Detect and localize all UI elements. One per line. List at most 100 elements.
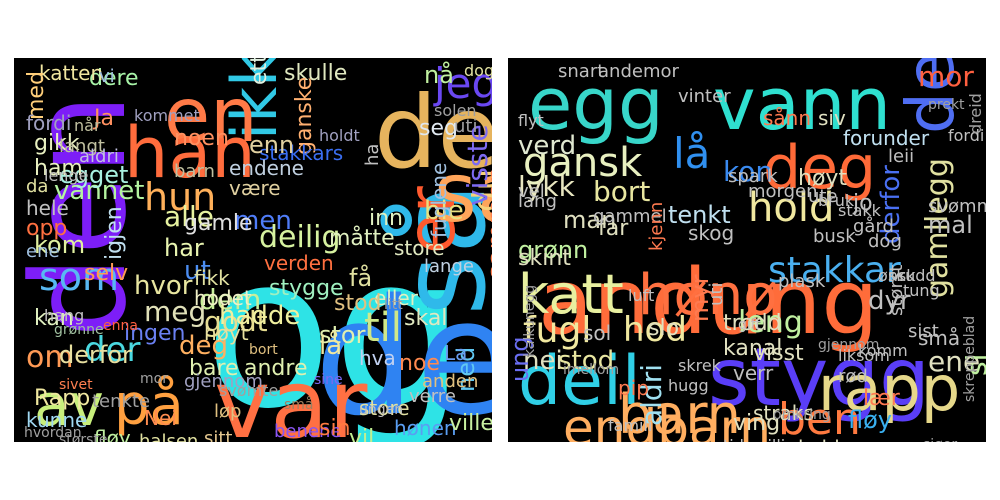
cloud-word: holdt [319,126,360,145]
cloud-word: fløy [848,406,893,434]
cloud-word: gammel [593,206,667,227]
cloud-word: vann [713,62,891,146]
cloud-word: verd [518,131,577,161]
cloud-word: andre [244,356,308,381]
cloud-word: har [164,234,204,262]
cloud-word: mal [928,211,973,239]
cloud-word: liksom [838,346,890,365]
cloud-word: ben [778,394,861,442]
cloud-word: verr [733,361,774,385]
cloud-word: lå [319,331,343,361]
cloud-word: ute [808,186,838,207]
cloud-word: Nei [144,406,177,430]
cloud-word: hodet [194,286,252,310]
cloud-word: nei [523,346,563,376]
cloud-word: små [918,326,961,350]
cloud-word: sol [583,321,612,345]
cloud-word: kan [34,306,74,331]
cloud-word: deg [763,133,877,203]
cloud-word: endbarn [563,399,771,442]
cloud-word: tenkte [92,391,151,412]
cloud-word: gift [738,317,761,333]
cloud-word: hold [748,185,835,231]
cloud-word: der [84,330,141,370]
cloud-word: morgen [748,181,818,202]
cloud-word: han [124,112,256,194]
cloud-word: sist [908,321,939,342]
cloud-word: ville [449,411,492,436]
cloud-word: Ja [94,106,114,131]
cloud-word: men [234,206,292,236]
cloud-word: hun [144,175,217,219]
cloud-word: hvor [134,271,193,301]
cloud-word: bruk [818,191,855,210]
cloud-word: tung [903,281,940,300]
cloud-word: leng [738,305,803,340]
cloud-word: uti [454,116,478,137]
cloud-word: tid [723,438,744,443]
cloud-word: ungen [359,402,404,418]
cloud-word: halsen [139,431,199,443]
cloud-word: aldri [79,146,119,167]
cloud-word: skog [688,221,735,245]
cloud-word: ene [26,241,60,262]
cloud-word: hønen [394,416,457,440]
cloud-word: gamle [184,211,253,236]
cloud-word: komm [858,341,908,360]
cloud-word: stod [558,346,615,376]
cloud-word: vinter [678,86,731,107]
cloud-word: egg [528,62,664,146]
cloud-word: ha [362,143,383,166]
cloud-word: kon [723,155,774,188]
cloud-word: gård [853,216,894,237]
cloud-word: dog [464,61,492,80]
cloud-word: løp [214,401,242,422]
cloud-word: kald [798,438,840,442]
cloud-word: lykk [518,170,575,203]
cloud-word: selv [84,261,129,286]
cloud-word: skreppeblad [962,315,978,402]
cloud-word: vannet [54,176,145,206]
cloud-word: ble [424,196,464,226]
cloud-word: visst [753,341,804,366]
cloud-word: villig [758,438,795,443]
cloud-word: svan [798,438,888,442]
cloud-word: busk [813,226,856,247]
cloud-word: kjenn [646,201,667,251]
cloud-word: stod [334,291,382,316]
cloud-word: noe [399,351,440,376]
cloud-word: lang [518,191,557,212]
cloud-word: dreid [966,93,985,134]
cloud-word: katt [518,263,624,326]
cloud-word: stor [319,321,366,349]
cloud-word: verre [409,386,456,407]
cloud-word: og [204,210,466,442]
cloud-word: på [114,373,184,438]
cloud-word: lange [424,256,474,277]
cloud-word: alle [164,200,214,233]
cloud-word: jo [853,191,873,216]
cloud-word: lå [673,129,711,178]
cloud-word: ene [928,345,981,378]
cloud-word: man [563,206,617,234]
cloud-word: snart [558,61,605,82]
cloud-word: skal [404,306,448,331]
cloud-word: hugg [668,376,709,395]
cloud-word: svømte [219,381,279,400]
cloud-word: dere [89,66,139,91]
cloud-word: gjennom [818,337,880,353]
cloud-word: hvordan [24,425,82,441]
cloud-word: mor [140,371,168,387]
cloud-word: sjøer [923,438,957,442]
cloud-word: lær [863,386,900,411]
cloud-word: egget [59,161,129,189]
cloud-word: vi [99,66,115,87]
cloud-word: grønne [54,322,104,338]
cloud-word: jeg [434,59,492,108]
cloud-word: når [74,116,101,135]
cloud-word: dem [199,283,262,316]
cloud-word: spark [728,166,778,187]
cloud-word: stakk [838,201,881,220]
cloud-word: enn [249,131,295,159]
cloud-word: gansk [523,140,643,186]
